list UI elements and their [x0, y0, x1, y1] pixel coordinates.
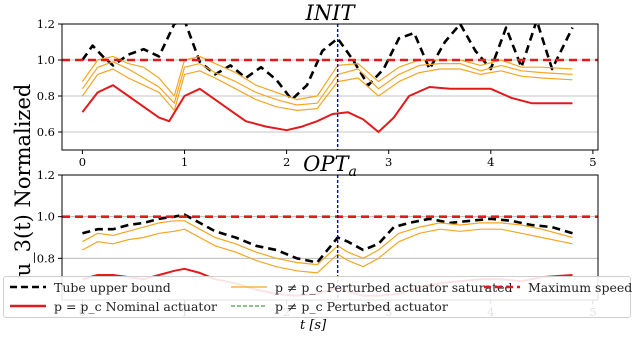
legend-swatch-saturated	[231, 286, 267, 288]
legend-entry-perturbed: p ≠ p_c Perturbed actuator	[229, 298, 448, 314]
x-tick-label: 4	[487, 155, 494, 169]
legend-entry-max-speed: Maximum speed	[482, 279, 632, 295]
legend-swatch-max-speed	[484, 285, 520, 289]
series-line-saturated	[81, 61, 573, 106]
y-tick-label: 0.8	[37, 251, 55, 265]
legend-label-nominal: p = p_c Nominal actuator	[54, 298, 217, 314]
series-line-saturated	[82, 220, 573, 266]
y-tick-label: 1.2	[37, 168, 55, 182]
series-line-saturated	[81, 68, 573, 112]
x-tick-label: 0	[79, 155, 86, 169]
x-tick-label: 3	[385, 155, 392, 169]
series-line-nominal	[81, 84, 573, 133]
legend-label-perturbed: p ≠ p_c Perturbed actuator	[275, 298, 448, 314]
series-line-saturated	[81, 55, 573, 101]
legend-swatch-perturbed	[231, 305, 267, 307]
legend-swatch-tube	[10, 285, 46, 289]
legend: Tube upper bound p = p_c Nominal actuato…	[3, 276, 632, 318]
series-line-tube	[82, 213, 573, 264]
panel-init: 0.6 0.8 1.0 1.2 0 1 2 3 4 5 INIT	[37, 1, 599, 169]
y-tick-label: 1.0	[37, 210, 55, 224]
legend-label-max-speed: Maximum speed	[528, 279, 633, 295]
legend-swatch-nominal	[10, 304, 46, 308]
x-tick-label: 1	[181, 155, 188, 169]
series-line-saturated	[82, 228, 573, 274]
legend-entry-saturated: p ≠ p_c Perturbed actuator saturated	[229, 279, 513, 295]
legend-label-saturated: p ≠ p_c Perturbed actuator saturated	[275, 279, 513, 295]
panel-title: OPTa	[303, 152, 357, 180]
y-axis-label: u_3(t) Normalized	[11, 84, 35, 277]
y-tick-label: 0.6	[37, 125, 55, 139]
panel-title: INIT	[305, 1, 357, 25]
y-tick-label: 1.0	[37, 53, 55, 67]
legend-entry-nominal: p = p_c Nominal actuator	[8, 298, 217, 314]
x-tick-label: 5	[589, 155, 596, 169]
x-axis-label: t [s]	[300, 318, 327, 333]
x-tick-label: 2	[283, 155, 290, 169]
y-tick-label: 1.2	[37, 17, 55, 31]
legend-entry-tube: Tube upper bound	[8, 279, 171, 295]
axes-frame	[61, 23, 599, 151]
y-tick-label: 0.8	[37, 89, 55, 103]
legend-label-tube: Tube upper bound	[54, 279, 171, 295]
